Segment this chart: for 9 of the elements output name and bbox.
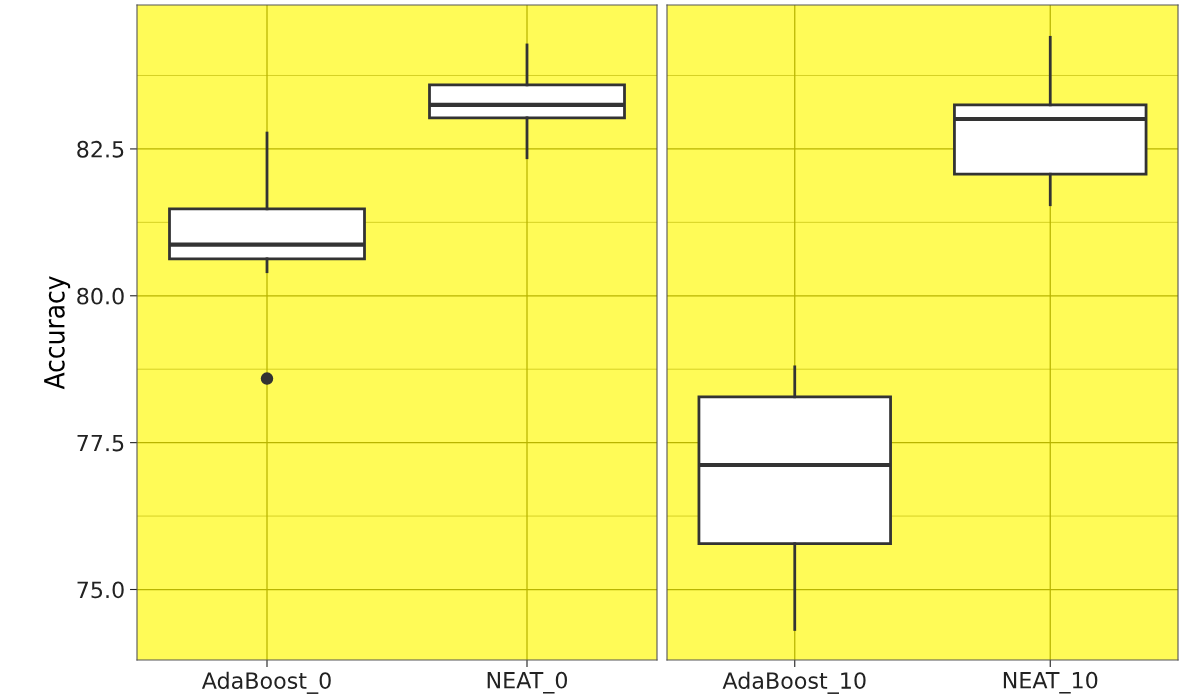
y-tick-label: 75.0: [77, 581, 124, 599]
y-tick-label: 77.5: [77, 434, 124, 452]
y-axis-title: Accuracy: [44, 276, 71, 390]
x-tick-label: AdaBoost_10: [722, 671, 866, 694]
y-tick-label: 80.0: [77, 287, 124, 305]
y-tick-label: 82.5: [77, 140, 124, 158]
x-tick-label: AdaBoost_0: [201, 671, 331, 694]
x-tick-label: NEAT_10: [1003, 671, 1098, 694]
x-tick-label: NEAT_0: [487, 671, 568, 694]
